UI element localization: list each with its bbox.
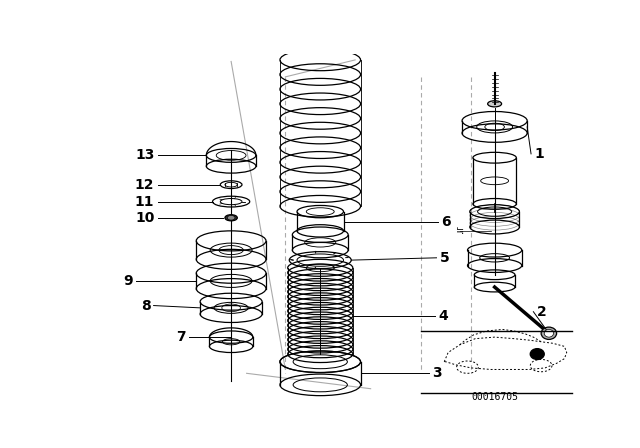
Ellipse shape — [541, 327, 557, 340]
Text: 9: 9 — [123, 274, 132, 288]
Ellipse shape — [544, 329, 554, 337]
Ellipse shape — [531, 349, 544, 359]
Text: 5: 5 — [440, 251, 449, 265]
Text: 1: 1 — [534, 147, 544, 161]
Text: 4: 4 — [438, 309, 448, 323]
Ellipse shape — [227, 215, 235, 220]
Text: ≒: ≒ — [456, 226, 464, 236]
Text: 6: 6 — [441, 215, 451, 228]
Ellipse shape — [488, 101, 502, 107]
Text: 3: 3 — [432, 366, 442, 380]
Text: 12: 12 — [135, 178, 154, 192]
Text: 13: 13 — [135, 148, 154, 162]
Text: 7: 7 — [176, 330, 186, 344]
Text: 11: 11 — [135, 194, 154, 209]
Text: 10: 10 — [135, 211, 154, 225]
Ellipse shape — [225, 215, 237, 221]
Text: 8: 8 — [141, 298, 150, 313]
Text: 00016705: 00016705 — [471, 392, 518, 402]
Text: 2: 2 — [536, 305, 546, 319]
